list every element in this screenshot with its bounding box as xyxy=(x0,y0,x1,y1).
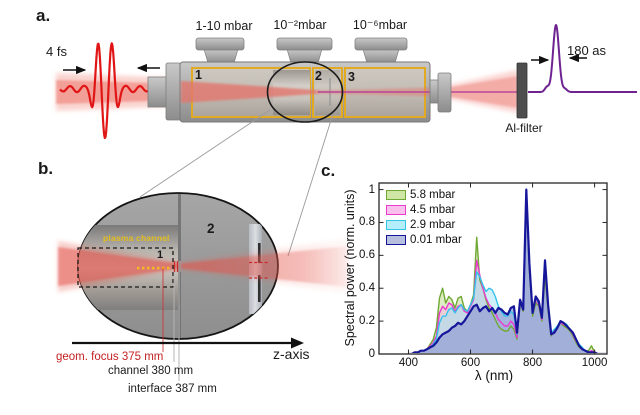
legend-swatch xyxy=(386,219,406,230)
zoom-ellipse-outline xyxy=(266,61,344,123)
legend-row: 4.5 mbar xyxy=(386,202,462,217)
legend-row: 0.01 mbar xyxy=(386,232,462,247)
pressure-label-2: 10⁻²mbar xyxy=(273,18,327,32)
chart-legend: 5.8 mbar 4.5 mbar 2.9 mbar 0.01 mbar xyxy=(386,187,462,247)
cell-number-label: 1 xyxy=(157,249,164,261)
legend-swatch xyxy=(386,189,406,200)
interface-position-label: interface 387 mm xyxy=(128,383,217,395)
output-pulse-waveform xyxy=(527,24,638,93)
chart-series-fills xyxy=(413,189,596,353)
series-line-5.8-mbar xyxy=(412,193,598,353)
legend-swatch xyxy=(386,204,406,215)
pressure-label-1: 1-10 mbar xyxy=(195,19,253,33)
legend-row: 5.8 mbar xyxy=(386,187,462,202)
plasma-channel-label: plasma channel xyxy=(103,233,170,243)
entrance-flange xyxy=(165,62,182,121)
chart-series-lines xyxy=(408,188,606,353)
aperture-red-dashes xyxy=(249,261,270,279)
input-pulse-duration-label: 4 fs xyxy=(46,44,67,59)
interface-mark xyxy=(173,261,179,272)
aperture-blade-bottom xyxy=(258,275,261,302)
x-tick-label: 1000 xyxy=(581,357,608,369)
zoom-connector-left xyxy=(139,109,271,198)
pump-port-1 xyxy=(195,37,245,64)
b-beam-left-core xyxy=(58,247,178,286)
panel-c-label: c. xyxy=(321,161,336,180)
series-line-0.01-mbar xyxy=(408,188,606,353)
series-fill-2.9-mbar xyxy=(413,191,596,353)
x-tick-label: 800 xyxy=(522,357,543,369)
channel-position-label: channel 380 mm xyxy=(108,365,194,377)
cell-dashed-outline xyxy=(77,247,174,288)
series-fill-0.01-mbar xyxy=(413,189,596,353)
al-filter-bar xyxy=(516,62,528,119)
b-section-2-label: 2 xyxy=(207,221,215,236)
y-tick-label: 0.8 xyxy=(359,216,375,229)
geom-focus-label: geom. focus 375 mm xyxy=(56,351,164,363)
x-tick-label: 600 xyxy=(460,357,481,369)
y-tick-label: 0.6 xyxy=(359,249,375,262)
legend-label: 2.9 mbar xyxy=(410,218,456,231)
zoom-connector-right xyxy=(287,113,334,257)
pump-port-3 xyxy=(354,37,408,64)
al-filter-label: Al-filter xyxy=(505,121,543,135)
panel-a-label: a. xyxy=(36,6,51,25)
output-pulse-duration-label: 180 as xyxy=(567,43,607,58)
z-axis-label: z-axis xyxy=(273,346,310,362)
pressure-label-3: 10⁻⁶mbar xyxy=(352,18,408,32)
y-tick-label: 0.4 xyxy=(359,282,375,295)
y-tick-label: 1 xyxy=(368,183,375,196)
chart-ticks xyxy=(379,183,607,355)
entrance-tube xyxy=(147,76,169,108)
legend-label: 5.8 mbar xyxy=(410,188,456,201)
section-3-number: 3 xyxy=(348,70,355,84)
chart-xlabel: λ (nm) xyxy=(474,368,514,383)
legend-label: 4.5 mbar xyxy=(410,203,456,216)
b-beam-right-core xyxy=(181,246,348,287)
y-tick-label: 0 xyxy=(368,348,375,360)
section-wall-upper xyxy=(178,194,181,261)
exit-flange xyxy=(437,72,452,113)
section-1-number: 1 xyxy=(195,68,202,82)
legend-row: 2.9 mbar xyxy=(386,217,462,232)
pump-port-2 xyxy=(276,37,333,64)
chamber-beam-converging xyxy=(181,81,320,103)
x-tick-label: 400 xyxy=(398,357,419,369)
y-tick-label: 0.2 xyxy=(359,315,375,328)
legend-label: 0.01 mbar xyxy=(410,233,462,246)
panel-b-label: b. xyxy=(38,159,54,178)
z-axis-arrow xyxy=(72,337,304,349)
section-2-number: 2 xyxy=(315,69,322,83)
legend-swatch xyxy=(386,234,406,245)
